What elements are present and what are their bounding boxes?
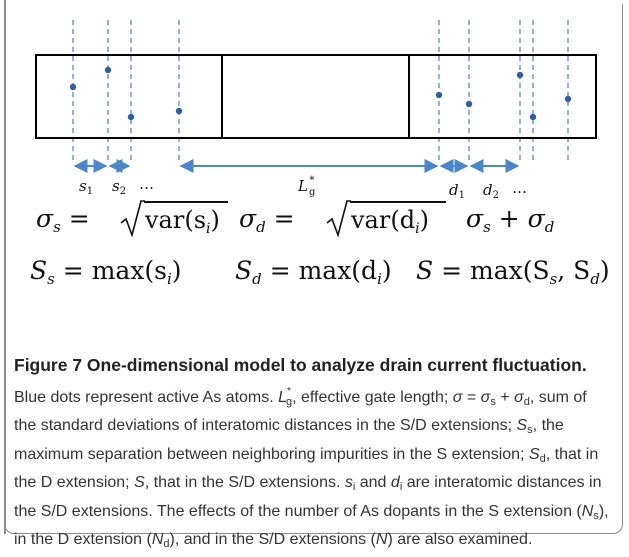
s1-label: s1 — [79, 177, 93, 197]
as-atom-dot — [175, 107, 183, 115]
equation-S: S = max(Ss, Sd) — [416, 256, 610, 288]
sqrt-bar-s — [144, 201, 228, 203]
ellipsis-left: … — [139, 175, 154, 193]
equation-sigma-sum: σs + σd — [466, 204, 555, 236]
as-atom-dot — [564, 95, 572, 103]
equation-var-d: var(di) — [351, 206, 429, 237]
as-atom-dot — [104, 66, 112, 74]
as-atom-dot — [516, 71, 524, 79]
ellipsis-right: … — [512, 179, 527, 197]
sqrt-sign-s — [120, 200, 145, 238]
equation-Ss: Ss = max(si) — [30, 256, 182, 288]
as-atom-dot — [529, 113, 537, 121]
as-atom-dot — [69, 83, 77, 91]
sqrt-bar-d — [350, 201, 446, 203]
figure-caption: Figure 7 One-dimensional model to analyz… — [14, 355, 609, 550]
d2-label: d2 — [483, 181, 499, 200]
caption-title: Figure 7 One-dimensional model to analyz… — [14, 355, 587, 375]
device-diagram: s1 s2 … Lg* d1 d2 … — [35, 20, 597, 200]
d1-label: d1 — [449, 181, 465, 200]
as-atom-dot — [127, 113, 135, 121]
device-box — [35, 54, 597, 139]
lg-label: Lg* — [297, 175, 316, 198]
equation-sigma-s: σs = — [36, 204, 90, 236]
equation-Sd: Sd = max(di) — [235, 256, 392, 288]
figure-frame — [4, 4, 623, 534]
equation-sigma-d: σd = — [239, 204, 295, 236]
as-atom-dot — [465, 100, 473, 108]
s2-label: s2 — [112, 177, 126, 197]
as-atom-dot — [435, 91, 443, 99]
sqrt-sign-d — [326, 200, 351, 238]
equation-var-s: var(si) — [145, 206, 220, 237]
